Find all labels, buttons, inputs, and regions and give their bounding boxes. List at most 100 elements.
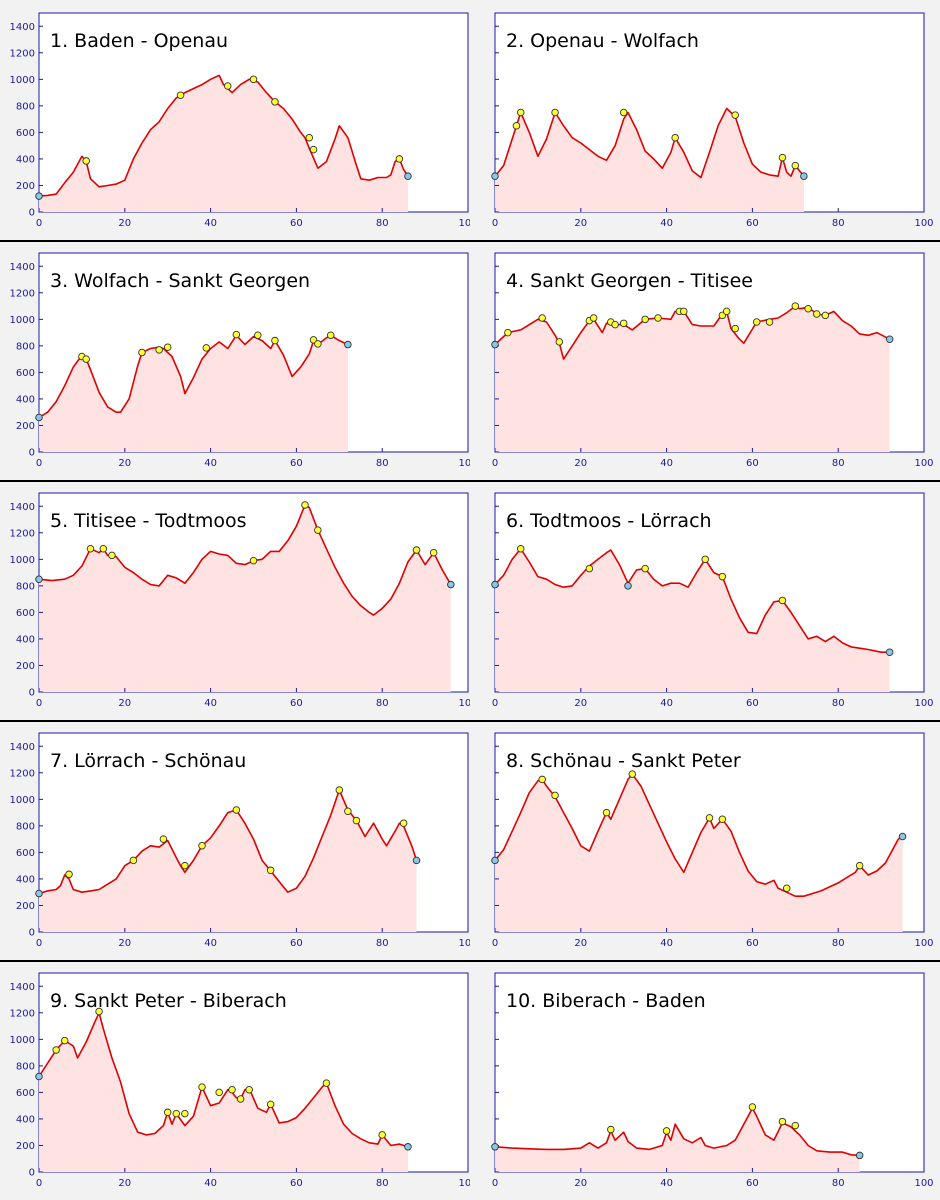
x-tick-label: 60: [290, 218, 303, 229]
waypoint-marker: [228, 1085, 236, 1094]
waypoint-marker: [335, 786, 344, 794]
y-tick-label: 0: [29, 1168, 35, 1179]
waypoint-marker: [301, 501, 309, 509]
waypoint-marker: [538, 775, 546, 784]
endpoint-marker: [491, 172, 499, 180]
waypoint-marker: [82, 157, 90, 165]
waypoint-marker: [671, 133, 679, 142]
waypoint-marker: [778, 596, 787, 605]
x-tick-label: 40: [204, 458, 217, 469]
waypoint-marker: [378, 1131, 386, 1139]
waypoint-marker: [602, 808, 611, 817]
waypoint-marker: [585, 564, 594, 573]
waypoint-marker: [305, 133, 314, 142]
elevation-area: [39, 1012, 408, 1172]
chart-title: 2. Openau - Wolfach: [506, 30, 699, 52]
endpoint-marker: [800, 172, 808, 180]
waypoint-marker: [821, 311, 830, 320]
endpoint-marker: [885, 335, 894, 343]
y-tick-label: 1400: [10, 502, 35, 513]
elevation-chart-svg: 0 20 40 60 80 100 4. Sankt Georgen - Titisee: [491, 252, 934, 469]
waypoint-marker: [224, 82, 232, 90]
y-tick-label: 1400: [10, 742, 35, 753]
elevation-line: [494, 773, 903, 897]
y-tick-label: 600: [16, 1088, 35, 1099]
waypoint-marker: [611, 320, 619, 329]
chart-title: 7. Lörrach - Schönau: [50, 750, 246, 772]
waypoint-marker: [326, 331, 335, 340]
waypoint-marker: [163, 343, 172, 351]
waypoint-marker: [86, 544, 95, 553]
endpoint-marker: [491, 580, 499, 589]
chart-title: 6. Todtmoos - Lörrach: [506, 510, 712, 532]
x-tick-label: 60: [290, 938, 303, 949]
elevation-area: [495, 1108, 860, 1172]
waypoint-marker: [163, 1108, 172, 1117]
x-tick-label: 60: [746, 458, 759, 469]
y-tick-label: 800: [16, 341, 35, 352]
waypoint-marker: [504, 328, 512, 337]
waypoint-marker: [705, 814, 714, 822]
endpoint-marker: [404, 1143, 412, 1151]
y-tick-label: 600: [16, 368, 35, 379]
x-tick-label: 40: [660, 938, 673, 949]
waypoint-marker: [589, 314, 598, 322]
x-tick-label: 100: [914, 218, 933, 229]
x-tick-label: 80: [832, 218, 845, 229]
elevation-chart-panel: 02040608010002004006008001000120014005. …: [0, 480, 470, 720]
waypoint-marker: [619, 319, 628, 328]
y-tick-label: 1000: [10, 315, 35, 326]
x-tick-label: 20: [118, 938, 131, 949]
x-tick-label: 60: [746, 1178, 759, 1189]
x-tick-label: 80: [376, 218, 389, 229]
x-tick-label: 40: [204, 698, 217, 709]
y-tick-label: 1400: [10, 22, 35, 33]
y-tick-label: 1200: [10, 288, 35, 299]
waypoint-marker: [628, 770, 637, 778]
chart-title: 1. Baden - Openau: [50, 30, 228, 52]
waypoint-marker: [172, 1109, 181, 1118]
waypoint-marker: [108, 551, 116, 560]
waypoint-marker: [215, 1088, 223, 1097]
x-tick-label: 20: [574, 938, 587, 949]
elevation-chart-panel: 0 20 40 60 80 100 6. Todtmoos - Lörrach: [470, 480, 940, 720]
x-tick-label: 80: [832, 1178, 845, 1189]
waypoint-marker: [748, 1103, 757, 1111]
x-tick-label: 60: [746, 218, 759, 229]
elevation-chart-panel: 02040608010002004006008001000120014007. …: [0, 720, 470, 960]
waypoint-marker: [765, 318, 774, 326]
x-tick-label: 80: [376, 458, 389, 469]
plot-area: [494, 972, 925, 1173]
x-tick-label: 100: [914, 938, 933, 949]
waypoint-marker: [181, 1109, 189, 1118]
endpoint-marker: [412, 856, 421, 865]
elevation-area: [39, 790, 417, 932]
chart-title: 8. Schönau - Sankt Peter: [506, 750, 741, 772]
waypoint-marker: [551, 108, 559, 117]
waypoint-marker: [52, 1046, 60, 1054]
waypoint-marker: [399, 819, 408, 827]
x-tick-label: 80: [832, 698, 845, 709]
elevation-chart-svg: 0 20 40 60 80 100 10. Biberach - Baden: [491, 972, 934, 1189]
waypoint-marker: [314, 526, 322, 534]
endpoint-marker: [491, 1143, 499, 1151]
x-tick-label: 40: [204, 218, 217, 229]
x-tick-label: 80: [376, 698, 389, 709]
waypoint-marker: [412, 546, 421, 554]
waypoint-marker: [99, 544, 108, 553]
y-tick-label: 800: [16, 1061, 35, 1072]
y-tick-label: 400: [16, 154, 35, 165]
waypoint-marker: [731, 111, 739, 119]
x-tick-label: 60: [290, 698, 303, 709]
y-tick-label: 1000: [10, 555, 35, 566]
waypoint-marker: [352, 816, 361, 825]
waypoint-marker: [202, 344, 211, 352]
x-tick-label: 0: [36, 218, 42, 229]
y-tick-label: 800: [16, 581, 35, 592]
elevation-line: [494, 305, 891, 360]
x-tick-label: 100: [914, 698, 933, 709]
waypoint-marker: [266, 1100, 275, 1109]
waypoint-marker: [516, 108, 525, 117]
endpoint-marker: [35, 889, 43, 898]
waypoint-marker: [322, 1079, 331, 1087]
